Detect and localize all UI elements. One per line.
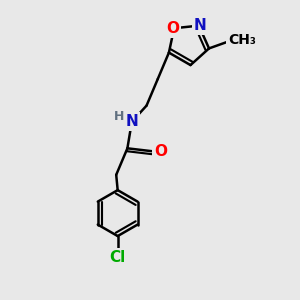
- Text: O: O: [166, 21, 179, 36]
- Text: N: N: [125, 114, 138, 129]
- Text: CH₃: CH₃: [228, 33, 256, 46]
- Text: N: N: [194, 18, 207, 33]
- Text: Cl: Cl: [110, 250, 126, 265]
- Text: H: H: [114, 110, 124, 123]
- Text: O: O: [154, 144, 167, 159]
